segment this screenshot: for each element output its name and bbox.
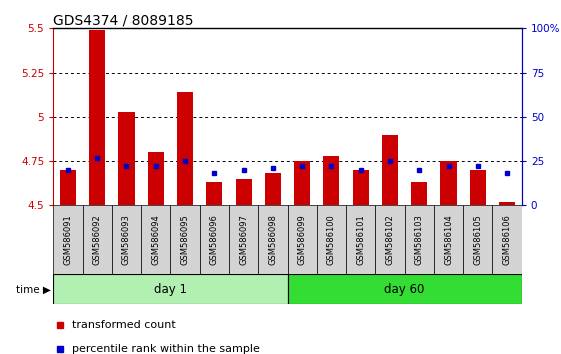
Bar (346, 205, 375, 274)
Bar (141, 205, 171, 274)
Text: GSM586098: GSM586098 (268, 215, 277, 265)
Bar (118, 112, 135, 205)
Text: GSM586099: GSM586099 (298, 215, 307, 265)
Bar (200, 205, 229, 274)
Bar (404, 205, 434, 274)
Bar (353, 170, 369, 205)
Bar (177, 92, 193, 205)
Bar (206, 182, 222, 205)
Bar (411, 182, 427, 205)
Bar (53, 274, 287, 304)
Bar (375, 205, 404, 274)
Text: GSM586091: GSM586091 (63, 215, 72, 265)
Text: percentile rank within the sample: percentile rank within the sample (72, 344, 260, 354)
Text: day 1: day 1 (154, 283, 187, 296)
Text: GSM586103: GSM586103 (415, 215, 424, 265)
Text: GSM586096: GSM586096 (210, 215, 219, 265)
Bar (60, 170, 76, 205)
Bar (493, 205, 522, 274)
Text: GDS4374 / 8089185: GDS4374 / 8089185 (53, 13, 194, 27)
Bar (317, 205, 346, 274)
Text: day 60: day 60 (384, 283, 425, 296)
Text: GSM586106: GSM586106 (503, 215, 512, 265)
Bar (287, 205, 317, 274)
Text: transformed count: transformed count (72, 320, 176, 330)
Text: GSM586105: GSM586105 (473, 215, 482, 265)
Text: GSM586094: GSM586094 (151, 215, 160, 265)
Bar (89, 30, 105, 205)
Text: GSM586097: GSM586097 (239, 215, 248, 265)
Bar (440, 161, 457, 205)
Bar (236, 179, 252, 205)
Text: GSM586093: GSM586093 (122, 215, 131, 265)
Bar (171, 205, 200, 274)
Bar (112, 205, 141, 274)
Text: GSM586102: GSM586102 (385, 215, 394, 265)
Text: GSM586101: GSM586101 (356, 215, 365, 265)
Text: time ▶: time ▶ (16, 284, 50, 295)
Bar (470, 170, 486, 205)
Bar (382, 135, 398, 205)
Bar (265, 173, 281, 205)
Bar (294, 161, 310, 205)
Bar (82, 205, 112, 274)
Bar (499, 202, 515, 205)
Text: GSM586092: GSM586092 (93, 215, 102, 265)
Text: GSM586100: GSM586100 (327, 215, 336, 265)
Bar (434, 205, 463, 274)
Bar (258, 205, 288, 274)
Bar (229, 205, 258, 274)
Text: GSM586104: GSM586104 (444, 215, 453, 265)
Text: GSM586095: GSM586095 (181, 215, 190, 265)
Bar (148, 152, 164, 205)
Bar (323, 156, 339, 205)
Bar (287, 274, 522, 304)
Bar (463, 205, 493, 274)
Bar (53, 205, 82, 274)
